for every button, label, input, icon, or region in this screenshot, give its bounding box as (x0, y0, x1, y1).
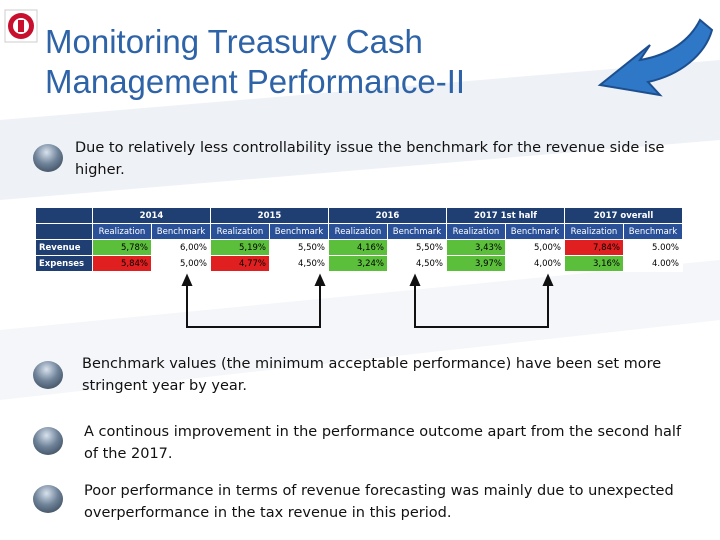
column-header: Realization (210, 223, 270, 240)
value-cell: 5,00% (505, 239, 565, 256)
value-cell: 5,84% (92, 255, 152, 272)
row-label: Revenue (35, 239, 93, 256)
corner-cell (35, 207, 93, 224)
column-header: Benchmark (505, 223, 565, 240)
column-header: Realization (328, 223, 388, 240)
value-cell: 6,00% (151, 239, 211, 256)
year-header: 2015 (210, 207, 329, 224)
performance-table: 2014 2015 2016 2017 1st half 2017 overall Rea… (35, 207, 683, 272)
bullet-icon (33, 427, 63, 455)
value-cell: 4,50% (269, 255, 329, 272)
value-cell: 3,24% (328, 255, 388, 272)
year-header: 2016 (328, 207, 447, 224)
bullet-icon (33, 361, 63, 389)
table-row: 2014 2015 2016 2017 1st half 2017 overall (35, 207, 683, 224)
value-cell: 3,43% (446, 239, 506, 256)
bullet-text: Due to relatively less controllability i… (75, 140, 665, 178)
value-cell: 5,78% (92, 239, 152, 256)
corner-cell (35, 223, 93, 240)
year-header: 2017 1st half (446, 207, 565, 224)
value-cell: 4.00% (623, 255, 683, 272)
value-cell: 5,19% (210, 239, 270, 256)
value-cell: 4,16% (328, 239, 388, 256)
column-header: Realization (92, 223, 152, 240)
value-cell: 4,50% (387, 255, 447, 272)
bullet-icon (33, 485, 63, 513)
value-cell: 5.00% (623, 239, 683, 256)
row-label: Expenses (35, 255, 93, 272)
table-row: Expenses 5,84% 5,00% 4,77% 4,50% 3,24% 4,50% 3,… (35, 255, 683, 272)
column-header: Realization (446, 223, 506, 240)
table-row: Revenue 5,78% 6,00% 5,19% 5,50% 4,16% 5,50% 3,4… (35, 239, 683, 256)
value-cell: 3,97% (446, 255, 506, 272)
value-cell: 5,00% (151, 255, 211, 272)
slide-title: Monitoring Treasury Cash Management Perf… (45, 23, 466, 100)
year-header: 2014 (92, 207, 211, 224)
bullet-text: Poor performance in terms of revenue for… (84, 483, 674, 521)
column-header: Benchmark (151, 223, 211, 240)
value-cell: 4,00% (505, 255, 565, 272)
column-header: Benchmark (387, 223, 447, 240)
bullet-icon (33, 144, 63, 172)
value-cell: 5,50% (269, 239, 329, 256)
year-header: 2017 overall (564, 207, 683, 224)
column-header: Benchmark (269, 223, 329, 240)
value-cell: 4,77% (210, 255, 270, 272)
value-cell: 3,16% (564, 255, 624, 272)
value-cell: 7,84% (564, 239, 624, 256)
column-header: Benchmark (623, 223, 683, 240)
table-row: Realization Benchmark Realization Benchmark… (35, 223, 683, 240)
column-header: Realization (564, 223, 624, 240)
value-cell: 5,50% (387, 239, 447, 256)
bullet-text: Benchmark values (the minimum acceptable… (82, 356, 662, 394)
bullet-text: A continous improvement in the performan… (84, 424, 682, 462)
